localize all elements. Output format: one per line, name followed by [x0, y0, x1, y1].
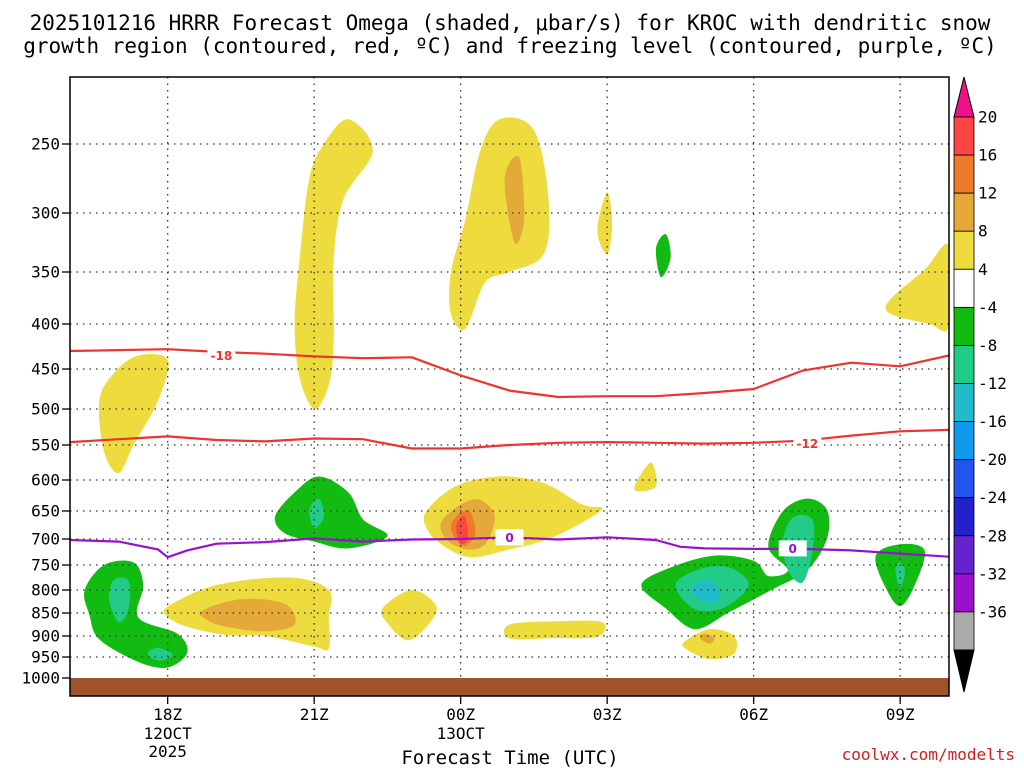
colorbar-label-9: -16: [978, 412, 1007, 431]
credit-link[interactable]: coolwx.com/modelts: [842, 745, 1015, 764]
colorbar-segment-13: [953, 573, 975, 613]
chart-title-line-1: 2025101216 HRRR Forecast Omega (shaded, …: [30, 11, 991, 35]
x-tick-label-21Z: 21Z: [300, 705, 329, 724]
colorbar-label-3: 12: [978, 184, 997, 203]
omega-region-21: [503, 620, 606, 640]
colorbar-label-2: 16: [978, 146, 997, 165]
colorbar-label-1: 20: [978, 108, 997, 127]
y-tick-label-450: 450: [31, 360, 60, 379]
omega-region-9: [309, 498, 325, 528]
omega-region-14: [634, 462, 657, 492]
omega-region-6: [655, 234, 671, 278]
omega-region-1: [98, 353, 169, 474]
colorbar-segment-12: [953, 535, 975, 575]
colorbar-top-arrow: [953, 76, 975, 118]
omega-region-18: [108, 577, 131, 623]
y-tick-label-250: 250: [31, 135, 60, 154]
y-tick-label-850: 850: [31, 604, 60, 623]
colorbar-segment-7: [953, 345, 975, 384]
omega-region-3: [449, 117, 550, 330]
omega-region-2: [294, 119, 373, 410]
colorbar-segment-4: [953, 230, 975, 270]
omega-region-8: [274, 476, 388, 549]
x-tick-label-03Z: 03Z: [593, 705, 622, 724]
y-tick-label-300: 300: [31, 204, 60, 223]
dgz-contour-18-label-bg-1: [207, 347, 236, 364]
freezing-level-contour-label-1: 0: [505, 531, 513, 545]
y-tick-label-400: 400: [31, 315, 60, 334]
colorbar-segment-8: [953, 383, 975, 422]
omega-region-24: [690, 579, 720, 604]
x-axis-label: Forecast Time (UTC): [401, 747, 618, 768]
x-tick-date-00Z: 13OCT: [437, 724, 486, 743]
y-tick-label-1000: 1000: [21, 669, 60, 688]
y-tick-label-500: 500: [31, 400, 60, 419]
y-tick-label-950: 950: [31, 648, 60, 667]
omega-region-26: [682, 628, 738, 660]
dgz-contour-18-label-1: -18: [211, 349, 233, 363]
omega-region-7: [885, 243, 949, 332]
y-tick-label-800: 800: [31, 581, 60, 600]
y-tick-label-600: 600: [31, 471, 60, 490]
omega-colorbar: 20 16 12 8 4 -4 -8 -12 -16 -20 -24 -28 -32 -36: [953, 76, 1007, 693]
y-tick-label-700: 700: [31, 530, 60, 549]
colorbar-label-14: -36: [978, 602, 1007, 621]
freezing-level-contour-label-2: 0: [789, 542, 797, 556]
y-tick-label-650: 650: [31, 502, 60, 521]
ground-surface-band: [70, 678, 949, 696]
colorbar-label-13: -32: [978, 564, 1007, 583]
y-tick-label-350: 350: [31, 263, 60, 282]
colorbar-bottom-arrow: [953, 649, 975, 693]
y-tick-label-900: 900: [31, 627, 60, 646]
y-axis-ticks: 250 300 350 400 450 500 550 600 650 700 750 800 850 9…: [21, 135, 70, 688]
colorbar-segment-6: [953, 306, 975, 346]
colorbar-segment-2: [953, 154, 975, 194]
omega-region-27: [699, 633, 715, 644]
omega-region-20: [380, 589, 437, 641]
y-tick-label-550: 550: [31, 436, 60, 455]
grid-lines: [70, 77, 949, 678]
chart-title-line-2: growth region (contoured, red, ºC) and f…: [23, 34, 997, 58]
omega-region-13: [455, 515, 469, 545]
colorbar-label-11: -24: [978, 488, 1007, 507]
omega-region-29: [895, 562, 906, 588]
colorbar-segment-9: [953, 421, 975, 461]
colorbar-label-6: -4: [978, 298, 997, 317]
contour-layer: -18 -12 0 0: [70, 347, 949, 559]
omega-region-4: [504, 156, 525, 245]
omega-region-16: [199, 598, 296, 632]
x-tick-label-00Z: 00Z: [446, 705, 475, 724]
x-tick-date-18Z: 12OCT: [144, 724, 193, 743]
x-tick-label-06Z: 06Z: [739, 705, 768, 724]
x-tick-label-09Z: 09Z: [886, 705, 915, 724]
colorbar-segment-14: [953, 611, 975, 651]
colorbar-segment-1: [953, 116, 975, 156]
y-tick-label-750: 750: [31, 556, 60, 575]
colorbar-segment-5: [953, 268, 975, 308]
colorbar-label-5: 4: [978, 260, 988, 279]
omega-region-5: [597, 192, 613, 255]
colorbar-label-8: -12: [978, 374, 1007, 393]
colorbar-segment-3: [953, 192, 975, 232]
x-tick-label-18Z: 18Z: [153, 705, 182, 724]
freezing-level-contour-label-bg-1: [495, 529, 524, 546]
colorbar-segment-11: [953, 497, 975, 537]
colorbar-label-12: -28: [978, 526, 1007, 545]
freezing-level-contour-line: [70, 536, 949, 559]
omega-region-17: [84, 560, 188, 668]
freezing-level-contour-label-bg-2: [778, 540, 807, 557]
omega-region-19: [147, 647, 173, 661]
plot-frame: [69, 76, 950, 697]
dgz-contour-12-label-bg-1: [793, 435, 822, 452]
x-tick-year-18Z: 2025: [148, 742, 187, 761]
colorbar-label-4: 8: [978, 222, 988, 241]
colorbar-label-7: -8: [978, 336, 997, 355]
dgz-contour-12-label-1: -12: [797, 437, 819, 451]
colorbar-label-10: -20: [978, 450, 1007, 469]
colorbar-segment-10: [953, 459, 975, 499]
